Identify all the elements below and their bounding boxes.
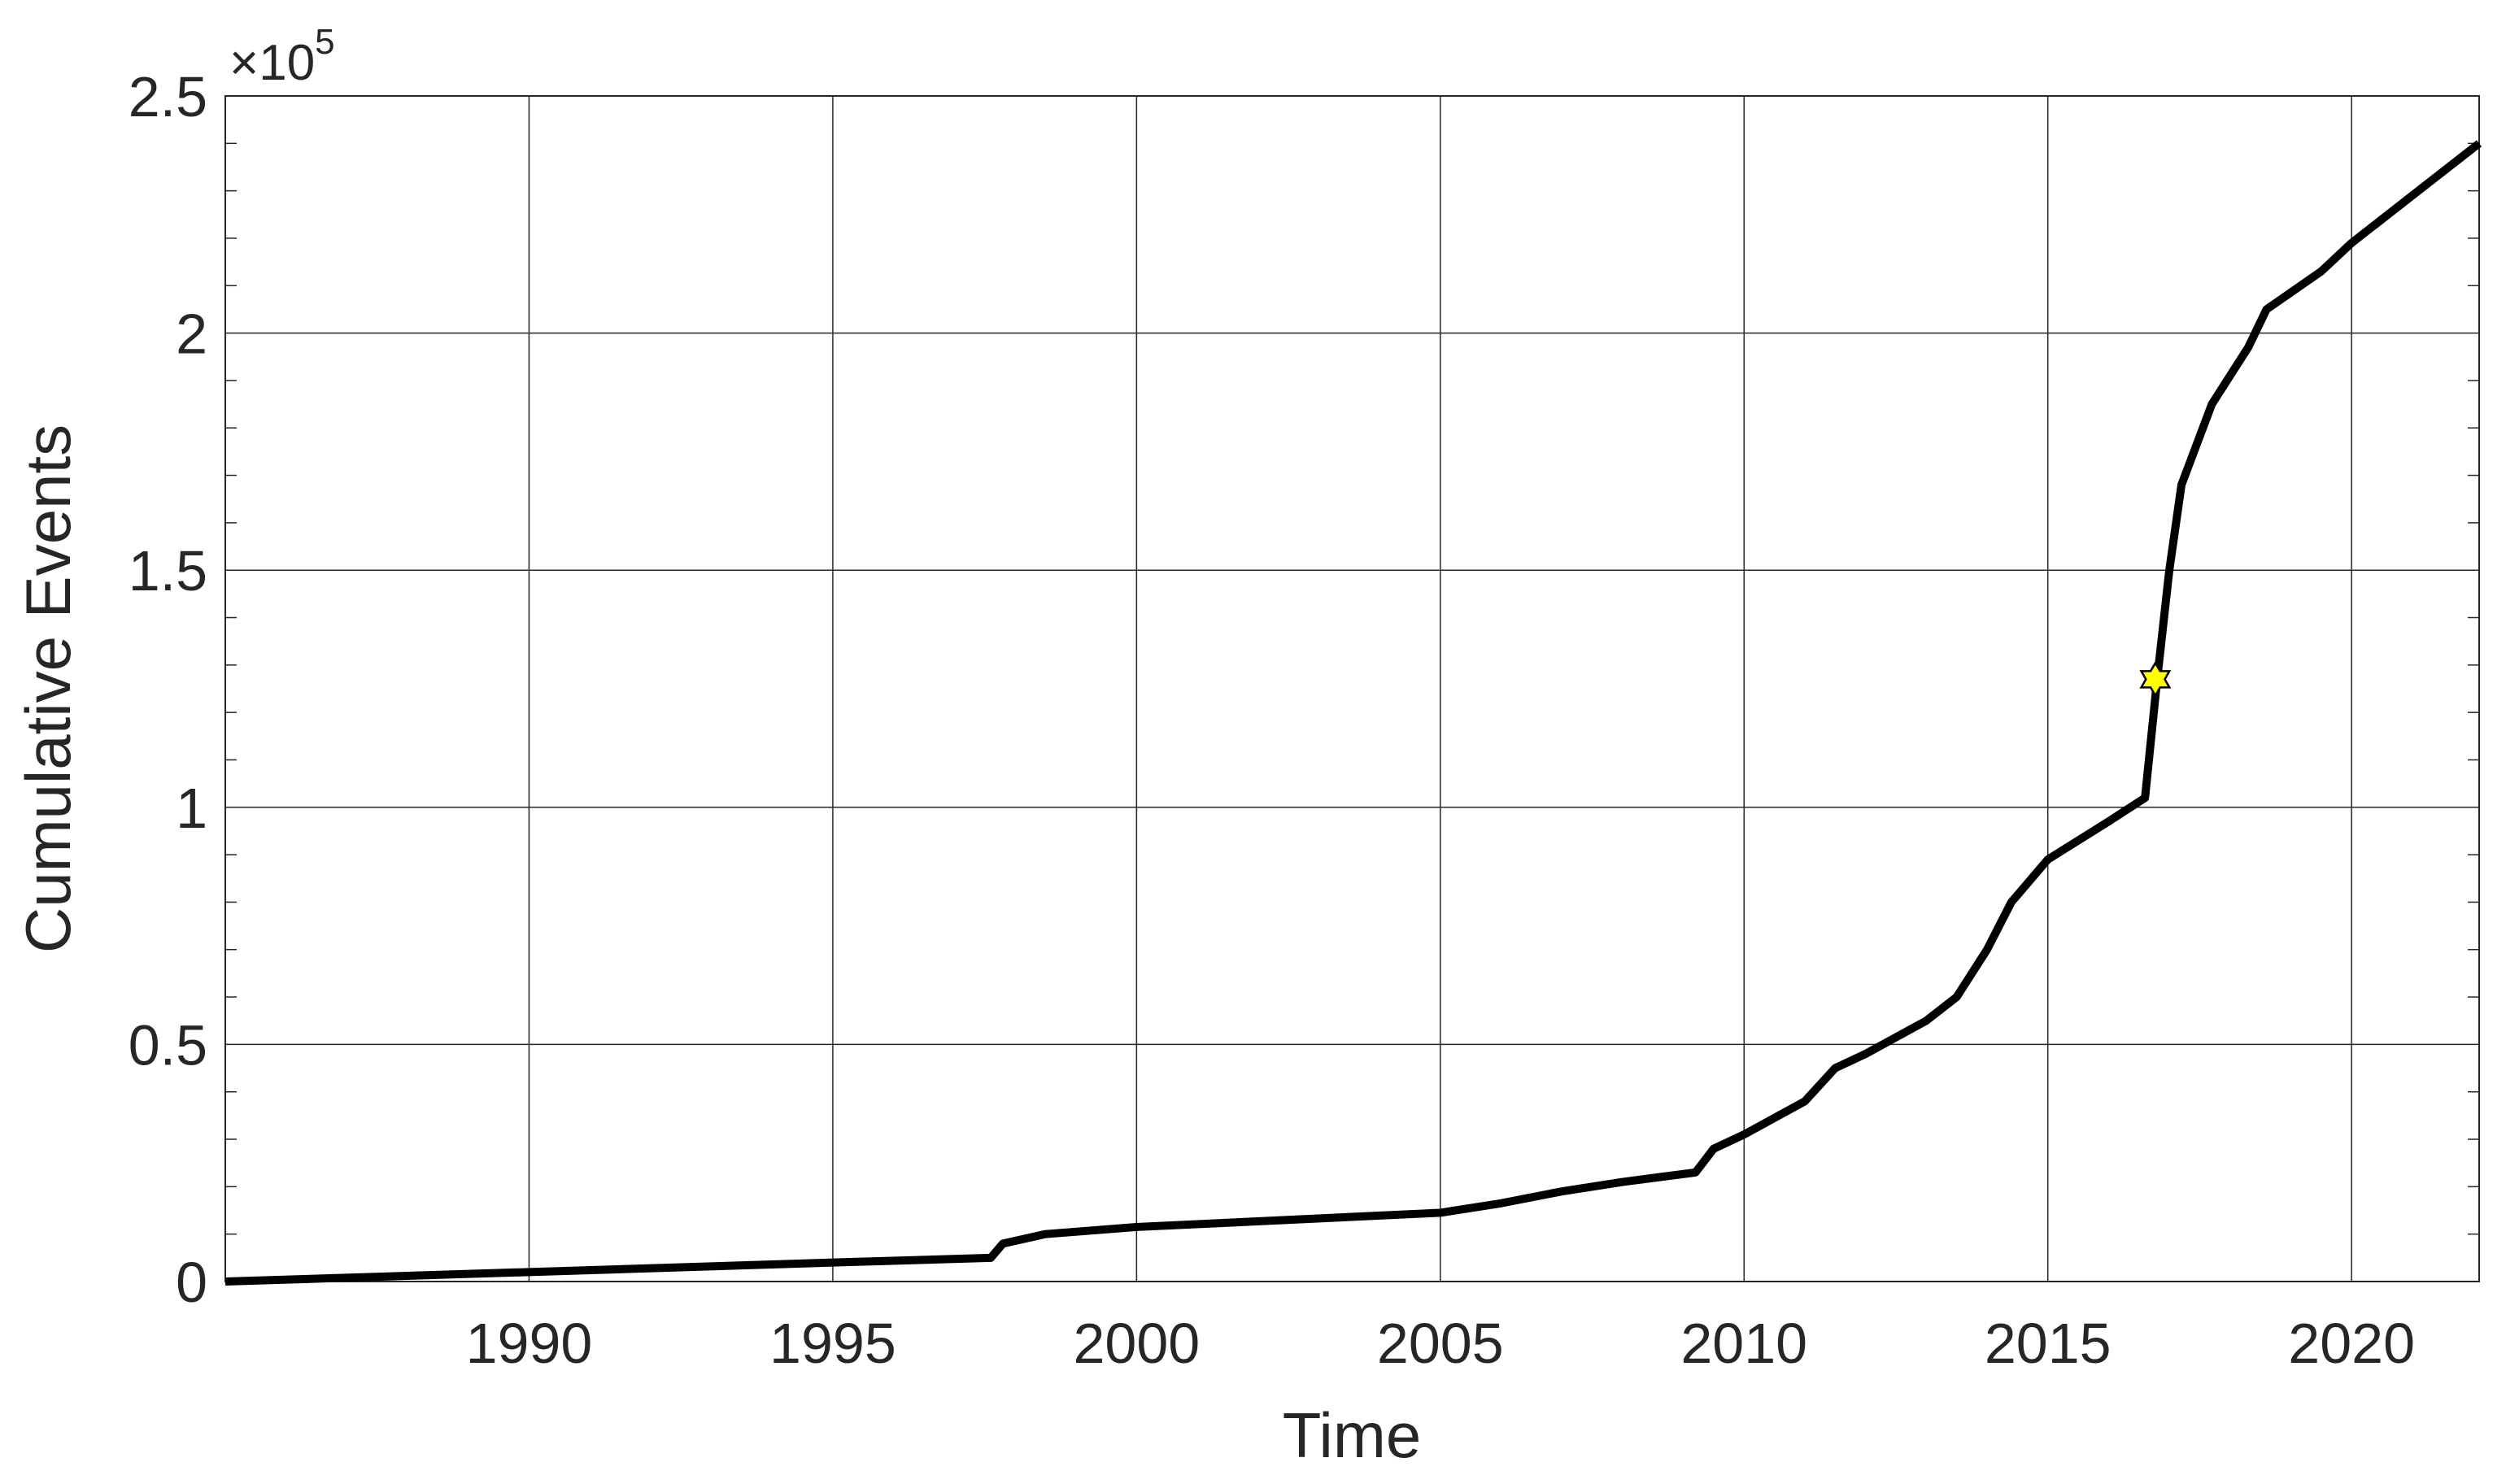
y-exponent: 5	[315, 22, 334, 62]
y-tick-label: 1	[176, 777, 207, 840]
y-multiplier-base: ×10	[229, 35, 315, 91]
y-tick-label: 0	[176, 1251, 207, 1314]
data-line	[224, 140, 2482, 1286]
x-axis-label: Time	[1283, 1399, 1421, 1471]
x-tick-label: 2015	[1985, 1312, 2112, 1375]
y-tick-label: 2	[176, 302, 207, 366]
y-tick-label: 1.5	[129, 539, 207, 603]
y-axis-label: Cumulative Events	[12, 424, 84, 953]
y-multiplier: ×105	[229, 22, 335, 91]
x-tick-label: 1995	[769, 1312, 896, 1375]
x-tick-label: 2010	[1680, 1312, 1807, 1375]
event-marker	[2139, 660, 2172, 698]
x-tick-label: 1990	[466, 1312, 593, 1375]
x-tick-label: 2005	[1377, 1312, 1504, 1375]
x-tick-label: 2020	[2288, 1312, 2415, 1375]
plot-frame	[224, 95, 2480, 1282]
x-tick-label: 2000	[1073, 1312, 1200, 1375]
y-tick-label: 0.5	[129, 1013, 207, 1077]
y-tick-label: 2.5	[129, 65, 207, 128]
